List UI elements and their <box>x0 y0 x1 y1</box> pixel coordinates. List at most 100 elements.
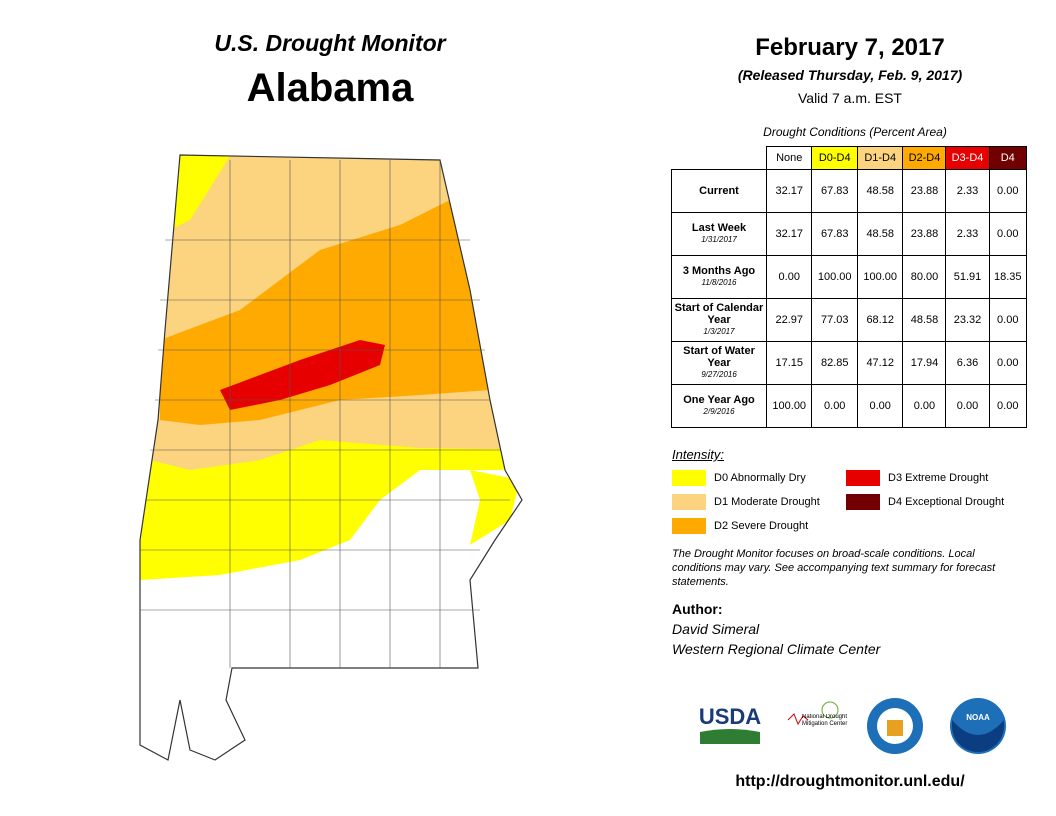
cell: 48.58 <box>902 298 947 342</box>
legend-label: D4 Exceptional Drought <box>888 496 1005 508</box>
cell: 0.00 <box>988 169 1028 213</box>
table: None D0-D4 D1-D4 D2-D4 D3-D4 D4 Current 32.17 67… <box>671 146 1028 428</box>
column-header: D4 <box>988 146 1028 170</box>
cell: 0.00 <box>811 384 858 428</box>
cell: 48.58 <box>856 212 904 256</box>
usda-logo: USDA <box>699 704 761 729</box>
cell: 32.17 <box>765 212 813 256</box>
cell: 80.00 <box>902 255 947 299</box>
title: U.S. Drought Monitor <box>214 30 446 56</box>
row-label: Start of Water Year 9/27/2016 <box>671 341 767 385</box>
cell: 18.35 <box>988 255 1028 299</box>
row-name: One Year Ago <box>683 394 755 406</box>
row: Start of Calendar Year 1/3/2017 22.97 77.03… <box>671 298 1028 342</box>
doc-shield <box>887 720 903 736</box>
legend-swatch <box>672 470 706 486</box>
cell: 2.33 <box>945 169 990 213</box>
state: Alabama <box>246 66 414 110</box>
legend-label: D2 Severe Drought <box>714 520 809 532</box>
author-heading: Author: <box>672 601 723 617</box>
cell: 51.91 <box>945 255 990 299</box>
row-date: 9/27/2016 <box>701 370 737 379</box>
cell: 22.97 <box>765 298 813 342</box>
usda-swoosh <box>700 729 760 744</box>
cell: 0.00 <box>856 384 904 428</box>
cell: 77.03 <box>811 298 858 342</box>
row: Current 32.17 67.83 48.58 23.88 2.33 0.00 <box>671 169 1028 213</box>
legend-label: D0 Abnormally Dry <box>714 472 806 484</box>
url: http://droughtmonitor.unl.edu/ <box>735 773 965 790</box>
legend-item: D4 Exceptional Drought <box>846 494 1036 510</box>
cell: 0.00 <box>988 298 1028 342</box>
row-label: Last Week 1/31/2017 <box>671 212 767 256</box>
legend-swatch <box>672 494 706 510</box>
legend: D0 Abnormally Dry D3 Extreme Drought D1 Mo… <box>672 470 1042 534</box>
map-fill <box>140 155 522 760</box>
legend-item: D3 Extreme Drought <box>846 470 1036 486</box>
row-label: Start of Calendar Year 1/3/2017 <box>671 298 767 342</box>
legend-label: D3 Extreme Drought <box>888 472 989 484</box>
ndmc-label: National Drought Mitigation Center <box>802 714 848 727</box>
area-d0 <box>470 470 520 545</box>
row-name: 3 Months Ago <box>682 265 756 277</box>
cell: 0.00 <box>945 384 990 428</box>
county-lines <box>140 160 510 668</box>
row-date: 11/8/2016 <box>701 278 737 287</box>
note: The Drought Monitor focuses on broad-sca… <box>672 548 996 588</box>
legend-title: Intensity: <box>672 447 725 462</box>
column-header: D2-D4 <box>902 146 947 170</box>
table-caption: Drought Conditions (Percent Area) <box>763 125 947 139</box>
row: Last Week 1/31/2017 32.17 67.83 48.58 23.88 2.… <box>671 212 1028 256</box>
cell: 2.33 <box>945 212 990 256</box>
author-org: Western Regional Climate Center <box>672 641 881 657</box>
row-date: 1/31/2017 <box>701 235 737 244</box>
cell: 0.00 <box>988 212 1028 256</box>
legend-item: D1 Moderate Drought <box>672 494 846 510</box>
date: February 7, 2017 <box>755 34 945 61</box>
row-label: One Year Ago 2/9/2016 <box>671 384 767 428</box>
row-name: Start of Water Year <box>683 345 755 369</box>
row: Start of Water Year 9/27/2016 17.15 82.85 47… <box>671 341 1028 385</box>
row-label: Current <box>671 169 767 213</box>
cell: 100.00 <box>856 255 904 299</box>
legend-item: D0 Abnormally Dry <box>672 470 846 486</box>
row: 3 Months Ago 11/8/2016 0.00 100.00 100.00 80.… <box>671 255 1028 299</box>
map <box>139 154 523 761</box>
header-row: None D0-D4 D1-D4 D2-D4 D3-D4 D4 <box>672 146 1028 170</box>
legend-label: D1 Moderate Drought <box>714 496 820 508</box>
column-header: D3-D4 <box>945 146 990 170</box>
state-outline <box>139 154 523 761</box>
author: David Simeral <box>672 621 760 637</box>
cell: 100.00 <box>765 384 813 428</box>
cell: 100.00 <box>811 255 858 299</box>
cell: 67.83 <box>811 169 858 213</box>
cell: 48.58 <box>856 169 904 213</box>
area-d2 <box>160 200 490 425</box>
row-date: 2/9/2016 <box>703 407 735 416</box>
cell: 47.12 <box>856 341 904 385</box>
legend-item: D2 Severe Drought <box>672 518 846 534</box>
cell: 23.88 <box>902 212 947 256</box>
cell: 67.83 <box>811 212 858 256</box>
cell: 68.12 <box>856 298 904 342</box>
row-name: Start of Calendar Year <box>674 302 764 326</box>
cell: 17.15 <box>765 341 813 385</box>
column-header: None <box>765 146 813 170</box>
legend-swatch <box>672 518 706 534</box>
noaa-wave <box>952 720 1004 752</box>
legend-swatch <box>846 494 880 510</box>
cell: 32.17 <box>765 169 813 213</box>
ndmc-icon <box>787 713 809 726</box>
cell: 0.00 <box>902 384 947 428</box>
row-name: Last Week <box>691 222 747 234</box>
area-d3 <box>220 340 385 410</box>
row: One Year Ago 2/9/2016 100.00 0.00 0.00 0.00 0.… <box>671 384 1028 428</box>
valid: Valid 7 a.m. EST <box>797 90 902 106</box>
released: (Released Thursday, Feb. 9, 2017) <box>737 67 963 83</box>
cell: 23.88 <box>902 169 947 213</box>
corner <box>672 147 767 170</box>
cell: 0.00 <box>765 255 813 299</box>
cell: 0.00 <box>988 341 1028 385</box>
ndmc-text: National Drought Mitigation Center <box>802 714 848 727</box>
